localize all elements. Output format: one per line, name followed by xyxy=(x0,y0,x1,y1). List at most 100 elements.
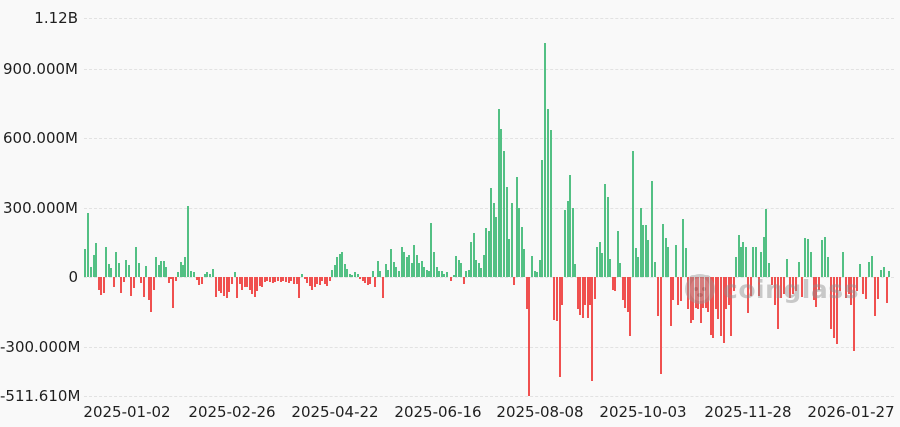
flow-bar[interactable] xyxy=(160,260,162,277)
flow-bar[interactable] xyxy=(180,261,182,277)
flow-bar[interactable] xyxy=(231,277,233,284)
flow-bar[interactable] xyxy=(196,277,198,280)
flow-bar[interactable] xyxy=(786,258,788,277)
flow-bar[interactable] xyxy=(752,246,754,277)
flow-bar[interactable] xyxy=(272,277,274,283)
flow-bar[interactable] xyxy=(349,273,351,277)
flow-bar[interactable] xyxy=(503,150,505,277)
flow-bar[interactable] xyxy=(331,270,333,278)
flow-bar[interactable] xyxy=(559,277,561,377)
flow-bar[interactable] xyxy=(750,277,752,296)
flow-bar[interactable] xyxy=(165,266,167,277)
flow-bar[interactable] xyxy=(587,277,589,318)
flow-bar[interactable] xyxy=(306,277,308,283)
flow-bar[interactable] xyxy=(774,277,776,305)
flow-bar[interactable] xyxy=(612,277,614,290)
flow-bar[interactable] xyxy=(450,277,452,281)
flow-bar[interactable] xyxy=(657,277,659,317)
flow-bar[interactable] xyxy=(827,257,829,277)
flow-bar[interactable] xyxy=(125,260,127,277)
flow-bar[interactable] xyxy=(635,248,637,277)
flow-bar[interactable] xyxy=(218,277,220,291)
flow-bar[interactable] xyxy=(813,277,815,301)
flow-bar[interactable] xyxy=(490,187,492,277)
flow-bar[interactable] xyxy=(804,237,806,277)
flow-bar[interactable] xyxy=(453,274,455,277)
flow-bar[interactable] xyxy=(865,277,867,299)
flow-bar[interactable] xyxy=(256,277,258,291)
flow-bar[interactable] xyxy=(836,277,838,345)
flow-bar[interactable] xyxy=(314,277,316,288)
flow-bar[interactable] xyxy=(582,277,584,318)
flow-bar[interactable] xyxy=(842,251,844,277)
flow-bar[interactable] xyxy=(845,277,847,298)
flow-bar[interactable] xyxy=(677,277,679,305)
flow-bar[interactable] xyxy=(249,277,251,290)
flow-bar[interactable] xyxy=(695,277,697,309)
flow-bar[interactable] xyxy=(193,272,195,277)
flow-bar[interactable] xyxy=(234,272,236,277)
flow-bar[interactable] xyxy=(187,206,189,277)
flow-bar[interactable] xyxy=(544,43,546,277)
flow-bar[interactable] xyxy=(547,109,549,277)
flow-bar[interactable] xyxy=(607,197,609,277)
flow-bar[interactable] xyxy=(385,264,387,277)
flow-bar[interactable] xyxy=(98,277,100,290)
flow-bar[interactable] xyxy=(264,277,266,282)
flow-bar[interactable] xyxy=(710,277,712,335)
flow-bar[interactable] xyxy=(113,277,115,288)
flow-bar[interactable] xyxy=(311,277,313,290)
flow-bar[interactable] xyxy=(690,277,692,324)
flow-bar[interactable] xyxy=(660,277,662,375)
flow-bar[interactable] xyxy=(670,277,672,326)
flow-bar[interactable] xyxy=(339,253,341,277)
flow-bar[interactable] xyxy=(246,277,248,288)
flow-bar[interactable] xyxy=(738,235,740,277)
flow-bar[interactable] xyxy=(274,277,276,282)
flow-bar[interactable] xyxy=(801,277,803,297)
flow-bar[interactable] xyxy=(692,277,694,320)
flow-bar[interactable] xyxy=(285,277,287,282)
flow-bar[interactable] xyxy=(680,277,682,302)
flow-bar[interactable] xyxy=(296,277,298,284)
flow-bar[interactable] xyxy=(150,277,152,313)
flow-bar[interactable] xyxy=(853,277,855,352)
flow-bar[interactable] xyxy=(244,277,246,288)
flow-bar[interactable] xyxy=(760,251,762,277)
flow-bar[interactable] xyxy=(871,256,873,277)
flow-bar[interactable] xyxy=(387,270,389,278)
flow-bar[interactable] xyxy=(584,277,586,305)
flow-bar[interactable] xyxy=(561,277,563,305)
flow-bar[interactable] xyxy=(765,208,767,277)
flow-bar[interactable] xyxy=(572,207,574,277)
flow-bar[interactable] xyxy=(158,265,160,277)
flow-bar[interactable] xyxy=(406,257,408,277)
flow-bar[interactable] xyxy=(662,223,664,277)
flow-bar[interactable] xyxy=(430,222,432,277)
flow-bar[interactable] xyxy=(771,277,773,286)
flow-bar[interactable] xyxy=(473,233,475,277)
flow-bar[interactable] xyxy=(789,277,791,298)
flow-bar[interactable] xyxy=(416,255,418,277)
flow-bar[interactable] xyxy=(446,272,448,277)
flow-bar[interactable] xyxy=(212,268,214,277)
flow-bar[interactable] xyxy=(259,277,261,287)
flow-bar[interactable] xyxy=(647,239,649,277)
flow-bar[interactable] xyxy=(534,271,536,277)
flow-bar[interactable] xyxy=(458,259,460,277)
flow-bar[interactable] xyxy=(536,272,538,277)
flow-bar[interactable] xyxy=(377,260,379,277)
flow-bar[interactable] xyxy=(468,270,470,278)
flow-bar[interactable] xyxy=(172,277,174,309)
flow-bar[interactable] xyxy=(614,277,616,291)
flow-bar[interactable] xyxy=(304,277,306,280)
flow-bar[interactable] xyxy=(254,277,256,297)
flow-bar[interactable] xyxy=(163,260,165,277)
flow-bar[interactable] xyxy=(103,277,105,294)
flow-bar[interactable] xyxy=(783,277,785,295)
flow-bar[interactable] xyxy=(697,277,699,310)
flow-bar[interactable] xyxy=(888,271,890,277)
flow-bar[interactable] xyxy=(500,128,502,277)
flow-bar[interactable] xyxy=(513,277,515,286)
flow-bar[interactable] xyxy=(298,277,300,298)
